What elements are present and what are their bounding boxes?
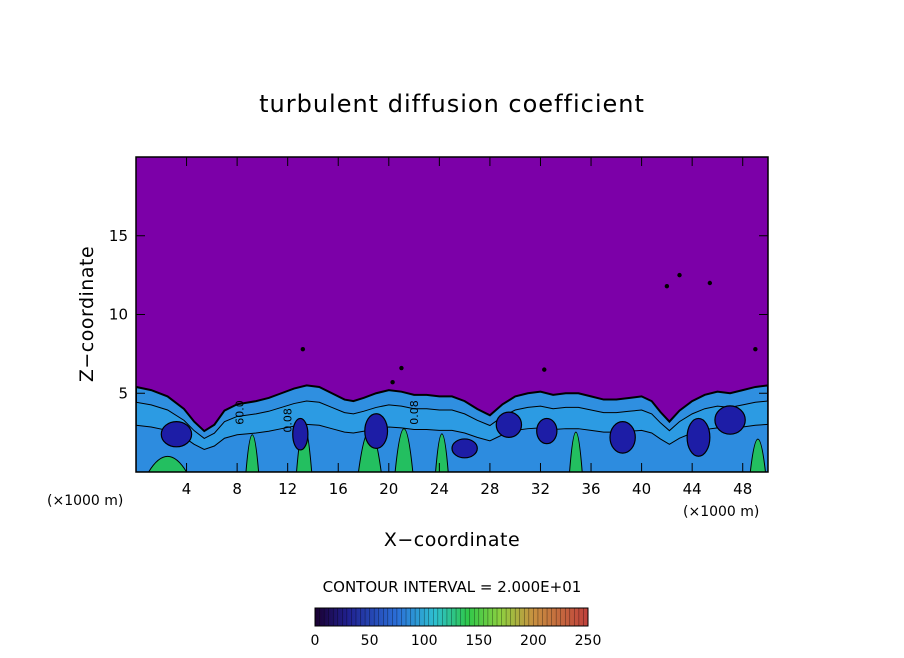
- turbulence-blob: [390, 380, 395, 385]
- high-value-plume: [435, 433, 449, 472]
- contour-label: 0.08: [408, 400, 421, 425]
- colorbar-tick-label: 150: [465, 633, 492, 649]
- eddy-core: [160, 421, 193, 448]
- contour-label: 0.08: [281, 408, 294, 433]
- x-tick-label: 32: [531, 480, 550, 498]
- chart-title: turbulent diffusion coefficient: [259, 90, 645, 118]
- eddy-core: [686, 417, 711, 457]
- high-value-plume: [749, 438, 766, 472]
- x-axis: 4 8 12 16 20 24 28 32 36 40 44 48: [182, 157, 752, 498]
- turbulence-blob: [707, 280, 713, 286]
- high-value-plume: [245, 434, 260, 472]
- y-axis: 5 10 15: [109, 227, 768, 402]
- colorbar-ticks: 0 50 100 150 200 250: [311, 633, 602, 649]
- turbulence-blob: [300, 346, 306, 352]
- contour-label: 60.0: [233, 400, 246, 425]
- high-value-plume: [394, 428, 414, 472]
- x-tick-label: 20: [379, 480, 398, 498]
- eddy-core: [536, 417, 558, 445]
- colorbar-tick-label: 200: [520, 633, 547, 649]
- eddy-core: [364, 413, 389, 449]
- y-tick-label: 5: [118, 384, 128, 402]
- x-tick-label: 48: [733, 480, 752, 498]
- x-tick-label: 8: [232, 480, 242, 498]
- x-axis-label: X−coordinate: [384, 529, 520, 551]
- x-tick-label: 24: [430, 480, 449, 498]
- turbulence-blob: [677, 272, 682, 278]
- eddy-core: [714, 405, 746, 435]
- high-value-plume: [569, 431, 583, 472]
- x-tick-label: 4: [182, 480, 192, 498]
- y-tick-label: 15: [109, 227, 128, 245]
- eddy-core: [451, 438, 478, 459]
- x-tick-label: 12: [278, 480, 297, 498]
- turbulence-field: 60.0 0.08 0.08: [136, 272, 768, 472]
- x-tick-label: 16: [329, 480, 348, 498]
- colorbar-tick-label: 100: [411, 633, 438, 649]
- y-tick-label: 10: [109, 306, 128, 324]
- x-tick-label: 36: [581, 480, 600, 498]
- x-tick-label: 40: [632, 480, 651, 498]
- turbulence-blob: [542, 367, 547, 372]
- eddy-core: [292, 417, 309, 451]
- eddy-core: [609, 421, 636, 454]
- turbulence-blob: [399, 365, 404, 371]
- x-unit-left: (×1000 m): [47, 493, 123, 509]
- colorbar-tick-label: 0: [311, 633, 320, 649]
- colorbar-tick-label: 50: [361, 633, 379, 649]
- x-tick-label: 28: [480, 480, 499, 498]
- contour-interval-label: CONTOUR INTERVAL = 2.000E+01: [323, 578, 582, 596]
- x-tick-label: 44: [683, 480, 702, 498]
- colorbar-tick-label: 250: [575, 633, 602, 649]
- eddy-core: [495, 411, 523, 438]
- turbulence-blob: [664, 283, 670, 289]
- x-unit-right: (×1000 m): [683, 504, 759, 520]
- turbulence-blob: [753, 346, 758, 352]
- y-axis-label: Z−coordinate: [76, 246, 98, 382]
- colorbar-stripes: [319, 608, 584, 626]
